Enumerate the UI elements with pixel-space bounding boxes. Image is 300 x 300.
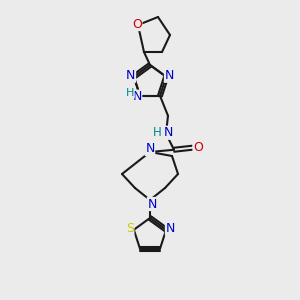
Text: N: N — [164, 69, 174, 82]
Text: O: O — [132, 17, 142, 31]
Text: N: N — [126, 69, 136, 82]
Text: N: N — [132, 90, 142, 103]
Text: N: N — [147, 197, 157, 211]
Text: O: O — [193, 141, 203, 154]
Text: N: N — [145, 142, 155, 155]
Text: H: H — [153, 126, 161, 139]
Text: S: S — [126, 222, 134, 235]
Text: N: N — [163, 126, 173, 139]
Text: N: N — [166, 222, 175, 235]
Text: H: H — [126, 88, 134, 98]
